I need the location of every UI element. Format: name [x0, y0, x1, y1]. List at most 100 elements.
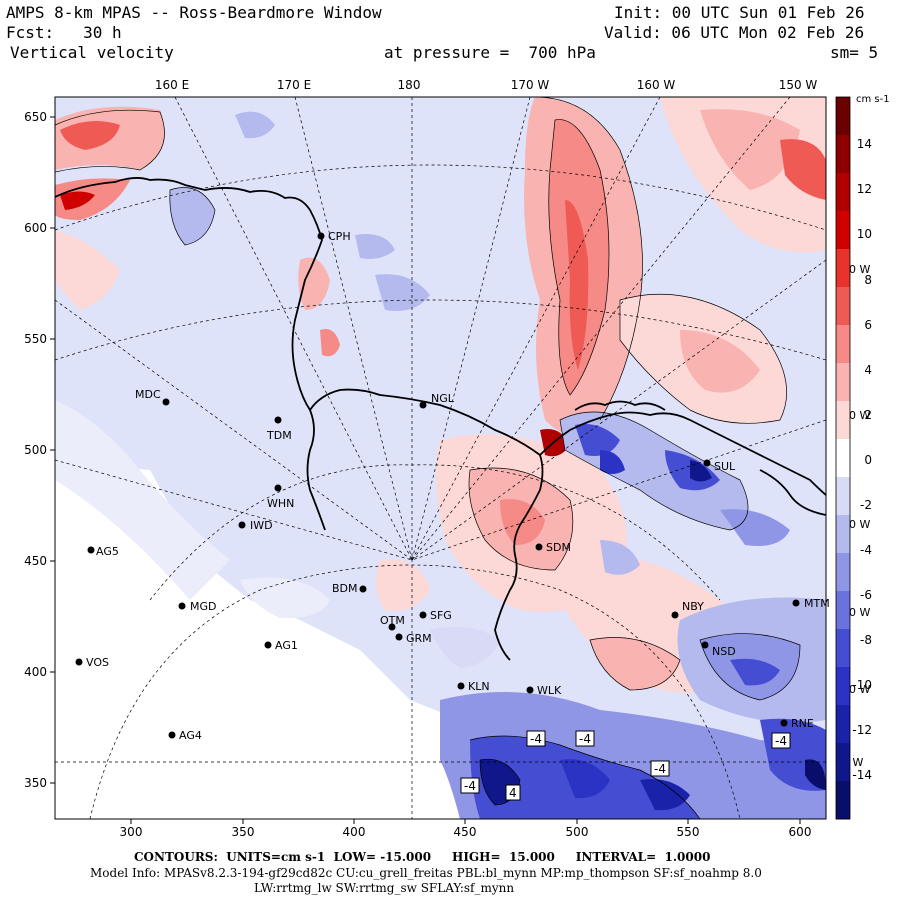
- low-label: LOW=: [333, 850, 376, 864]
- contours-line: CONTOURS: UNITS=cm s-1 LOW= -15.000 HIGH…: [134, 850, 710, 864]
- y-tick-label: 350: [24, 776, 47, 790]
- station-sfg[interactable]: SFG: [419, 609, 452, 622]
- colorbar-tick: 6: [864, 318, 872, 332]
- station-ag5[interactable]: AG5: [87, 545, 119, 558]
- station-label: CPH: [328, 230, 351, 243]
- colorbar-swatches: [836, 97, 850, 820]
- contour-label: -4: [579, 732, 591, 746]
- x-tick-label: 400: [343, 825, 366, 839]
- colorbar-swatch: [836, 173, 850, 212]
- station-label: SDM: [546, 541, 571, 554]
- station-mtm[interactable]: MTM: [792, 597, 830, 610]
- station-sdm[interactable]: SDM: [535, 541, 571, 554]
- high-label: HIGH=: [451, 850, 501, 864]
- nodata-region: [55, 460, 826, 819]
- station-nsd[interactable]: NSD: [701, 641, 736, 659]
- station-kln[interactable]: KLN: [457, 680, 490, 693]
- map-panel: [55, 97, 826, 819]
- station-tdm[interactable]: TDM: [266, 416, 292, 443]
- lat-lon-grid: [55, 97, 826, 819]
- station-cph[interactable]: CPH: [317, 230, 351, 243]
- contours-label: CONTOURS:: [134, 850, 218, 864]
- lon-label: 170 W: [511, 78, 550, 92]
- colorbar-tick: 4: [864, 363, 872, 377]
- colorbar-swatch: [836, 97, 850, 136]
- valid-time: Valid: 06 UTC Mon 02 Feb 26: [604, 23, 865, 42]
- colorbar-tick: 12: [857, 182, 872, 196]
- colorbar-swatch: [836, 515, 850, 554]
- station-rne[interactable]: RNE: [780, 717, 814, 730]
- smoothing: sm= 5: [830, 43, 879, 62]
- pressure-level: at pressure = 700 hPa: [384, 44, 596, 62]
- station-label: MDC: [135, 388, 161, 401]
- station-label: GRM: [406, 632, 432, 645]
- station-label: NSD: [712, 645, 736, 658]
- colorbar-tick: 14: [857, 137, 872, 151]
- colorbar-swatch: [836, 439, 850, 478]
- colorbar-swatch: [836, 363, 850, 402]
- station-ngl[interactable]: NGL: [419, 392, 455, 409]
- colorbar-tick: -10: [852, 678, 872, 692]
- station-label: WLK: [537, 684, 562, 697]
- station-wlk[interactable]: WLK: [526, 684, 563, 697]
- x-tick-label: 500: [566, 825, 589, 839]
- interval-label: INTERVAL=: [575, 850, 657, 864]
- station-sul[interactable]: SUL: [703, 459, 737, 474]
- station-grm[interactable]: GRM: [395, 632, 432, 645]
- plot-title: AMPS 8-km MPAS -- Ross-Beardmore Window: [6, 3, 382, 22]
- lon-label: 160 E: [155, 78, 189, 92]
- contour-label: -4: [530, 732, 542, 746]
- station-bdm[interactable]: BDM: [332, 582, 367, 595]
- station-label: MTM: [804, 597, 830, 610]
- x-tick-label: 600: [789, 825, 812, 839]
- colorbar-swatch: [836, 249, 850, 288]
- station-ag4[interactable]: AG4: [168, 729, 202, 742]
- map-frame: [54, 96, 827, 820]
- init-time: Init: 00 UTC Sun 01 Feb 26: [614, 3, 865, 22]
- coastlines: [55, 177, 826, 661]
- colorbar-swatch: [836, 781, 850, 820]
- high-value: 15.000: [508, 850, 555, 864]
- station-mgd[interactable]: MGD: [178, 600, 217, 613]
- pressure-value: 700 hPa: [528, 43, 596, 62]
- pressure-label: at pressure =: [384, 43, 510, 62]
- colorbar-tick: 2: [864, 408, 872, 422]
- model-info-2: LW:rrtmg_lw SW:rrtmg_sw SFLAY:sf_mynn: [254, 881, 515, 895]
- colorbar-tick: 10: [857, 227, 872, 241]
- contour-value-labels: -4 -4 -4 -4 -4 4: [460, 730, 791, 801]
- contour-label: 4: [509, 786, 517, 800]
- y-tick-label: 600: [24, 221, 47, 235]
- model-info: Model Info: MPASv8.2.3-194-gf29cd82c CU:…: [90, 866, 762, 880]
- station-label: NGL: [431, 392, 455, 405]
- field-name: Vertical velocity: [10, 43, 174, 62]
- station-nby[interactable]: NBY: [671, 600, 705, 619]
- colorbar-tick: 8: [864, 273, 872, 287]
- station-iwd[interactable]: IWD: [238, 519, 273, 532]
- x-tick-label: 350: [232, 825, 255, 839]
- low-value: -15.000: [380, 850, 432, 864]
- lon-label: 150 W: [779, 78, 818, 92]
- station-ag1[interactable]: AG1: [264, 639, 298, 652]
- colorbar-swatch: [836, 287, 850, 326]
- colorbar-swatch: [836, 477, 850, 516]
- y-tick-label: 650: [24, 110, 47, 124]
- station-label: AG5: [96, 545, 119, 558]
- top-longitude-labels: 160 E 170 E 180 170 W 160 W 150 W: [155, 78, 818, 92]
- station-vos[interactable]: VOS: [75, 656, 109, 669]
- contour-label: -4: [654, 762, 666, 776]
- colorbar-swatch: [836, 325, 850, 364]
- downward-motion-areas: [169, 111, 826, 819]
- lon-label: 180: [398, 78, 421, 92]
- colorbar-swatch: [836, 667, 850, 706]
- station-label: AG4: [179, 729, 202, 742]
- colorbar-units: cm s-1: [856, 94, 890, 105]
- station-whn[interactable]: WHN: [267, 484, 294, 511]
- colorbar-tick: -4: [860, 543, 872, 557]
- colorbar-frame: [835, 96, 851, 820]
- colorbar-swatch: [836, 211, 850, 250]
- station-label: WHN: [267, 497, 294, 510]
- station-mdc[interactable]: MDC: [135, 388, 170, 406]
- colorbar-tick: 0: [864, 453, 872, 467]
- station-otm[interactable]: OTM: [380, 614, 405, 631]
